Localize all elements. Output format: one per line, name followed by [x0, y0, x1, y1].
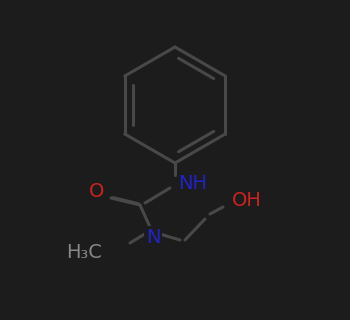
Text: H₃C: H₃C	[66, 244, 102, 262]
Text: OH: OH	[232, 190, 262, 210]
Text: N: N	[146, 228, 160, 246]
Text: O: O	[89, 181, 105, 201]
Text: NH: NH	[178, 173, 208, 193]
